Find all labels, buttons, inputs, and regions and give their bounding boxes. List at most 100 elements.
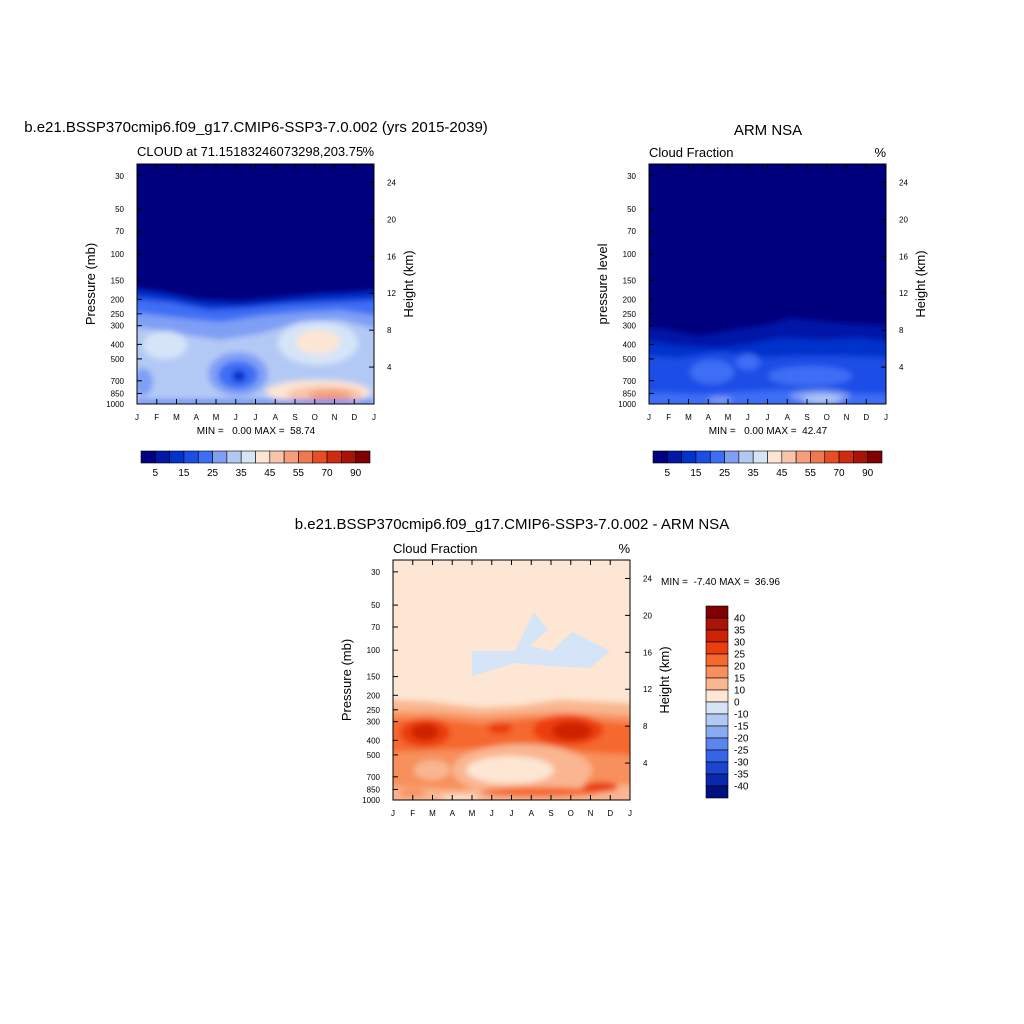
y-tick-label: 70 <box>115 227 124 236</box>
x-tick-label: S <box>292 413 297 422</box>
y-tick-label: 30 <box>115 172 124 181</box>
colorbar-swatch <box>183 450 199 464</box>
panel-diff-axes: J F M A M J J A S O N D J 30 50 70 100 150 200 250 300 400 500… <box>362 560 652 818</box>
colorbar-swatch <box>738 450 754 464</box>
y-tick-label: 150 <box>367 673 381 682</box>
panel-diff-stats: MIN = -7.40 MAX = 36.96 <box>661 577 780 588</box>
colorbar-label: 40 <box>734 614 746 625</box>
colorbar-swatch <box>705 653 729 667</box>
y-tick-label: 200 <box>623 295 637 304</box>
colorbar-swatch <box>853 450 868 464</box>
x-tick-label: J <box>766 413 770 422</box>
colorbar-swatch <box>298 450 314 464</box>
colorbar-label: 90 <box>862 468 874 479</box>
colorbar-label: 90 <box>350 468 362 479</box>
panel-model: b.e21.BSSP370cmip6.f09_g17.CMIP6-SSP3-7.… <box>24 119 488 479</box>
y-tick-label: 1000 <box>362 796 380 805</box>
y-right-tick-label: 12 <box>643 685 652 694</box>
y-right-tick-label: 12 <box>899 289 908 298</box>
colorbar-swatch <box>212 450 228 464</box>
panel-obs-stats: MIN = 0.00 MAX = 42.47 <box>709 426 828 437</box>
x-tick-label: J <box>746 413 750 422</box>
y-tick-label: 70 <box>627 227 636 236</box>
colorbar-swatch <box>705 725 729 739</box>
x-tick-label: O <box>824 413 830 422</box>
panel-diff-ylabel-right: Height (km) <box>657 646 672 713</box>
colorbar-swatch <box>705 665 729 679</box>
y-right-tick-label: 24 <box>899 178 908 187</box>
colorbar-swatch <box>705 689 729 703</box>
x-tick-label: S <box>804 413 809 422</box>
colorbar-label: 15 <box>734 674 746 685</box>
panel-diff-field <box>393 560 630 800</box>
x-tick-label: J <box>884 413 888 422</box>
panel-model-ylabel: Pressure (mb) <box>83 243 98 325</box>
panel-model-title: b.e21.BSSP370cmip6.f09_g17.CMIP6-SSP3-7.… <box>24 119 488 136</box>
colorbar-swatch <box>709 450 725 464</box>
colorbar-swatch <box>767 450 783 464</box>
colorbar-label: 15 <box>178 468 190 479</box>
y-tick-label: 400 <box>623 340 637 349</box>
y-tick-label: 100 <box>367 646 381 655</box>
x-tick-label: D <box>607 809 613 818</box>
colorbar-swatch <box>705 761 729 775</box>
y-tick-label: 700 <box>367 773 381 782</box>
y-tick-label: 1000 <box>106 400 124 409</box>
y-tick-label: 250 <box>367 706 381 715</box>
colorbar-label: 55 <box>805 468 817 479</box>
x-tick-label: F <box>410 809 415 818</box>
panel-model-units: % <box>362 144 374 159</box>
y-tick-label: 500 <box>623 355 637 364</box>
y-tick-label: 200 <box>367 691 381 700</box>
x-tick-label: N <box>844 413 850 422</box>
colorbar-swatch <box>705 617 729 631</box>
y-tick-label: 850 <box>111 389 125 398</box>
colorbar-swatch <box>705 629 729 643</box>
colorbar-label: 30 <box>734 638 746 649</box>
colorbar-label: -15 <box>734 722 749 733</box>
colorbar-swatch <box>269 450 285 464</box>
x-tick-label: J <box>510 809 514 818</box>
x-tick-label: M <box>469 809 476 818</box>
y-tick-label: 500 <box>111 355 125 364</box>
panel-obs-axes: J F M A M J J A S O N D J 30 50 70 100 150 200 250 300 400 500… <box>618 164 908 422</box>
x-tick-label: A <box>273 413 279 422</box>
colorbar-swatch <box>705 713 729 727</box>
colorbar-swatch <box>810 450 826 464</box>
x-tick-label: F <box>666 413 671 422</box>
y-tick-label: 150 <box>111 277 125 286</box>
colorbar-swatch <box>705 773 729 787</box>
colorbar-swatch <box>226 450 242 464</box>
colorbar-swatch <box>724 450 740 464</box>
x-tick-label: A <box>450 809 456 818</box>
y-tick-label: 850 <box>367 785 381 794</box>
y-tick-label: 700 <box>623 377 637 386</box>
colorbar-swatch <box>140 450 156 464</box>
y-right-tick-label: 4 <box>643 759 648 768</box>
colorbar-swatch <box>705 605 729 619</box>
panel-model-axes: J F M A M J J A S O N D J 30 50 70 100 150 200 250 300 400 500… <box>106 164 396 422</box>
colorbar-label: 5 <box>153 468 159 479</box>
colorbar-swatch <box>705 737 729 751</box>
y-tick-label: 50 <box>627 205 636 214</box>
y-tick-label: 300 <box>111 322 125 331</box>
colorbar-swatch <box>155 450 170 464</box>
y-right-tick-label: 8 <box>643 722 648 731</box>
y-right-tick-label: 16 <box>643 648 652 657</box>
x-tick-label: D <box>863 413 869 422</box>
panel-model-subtitle: CLOUD at 71.15183246073298,203.75 <box>137 144 363 159</box>
x-tick-label: M <box>685 413 692 422</box>
x-tick-label: J <box>391 809 395 818</box>
colorbar-label: -40 <box>734 782 749 793</box>
colorbar-swatch <box>695 450 711 464</box>
y-right-tick-label: 12 <box>387 289 396 298</box>
panel-obs: ARM NSA Cloud Fraction % J F M A M J J A S O N D J 30… <box>595 122 928 479</box>
y-right-tick-label: 24 <box>643 574 652 583</box>
x-tick-label: J <box>254 413 258 422</box>
panel-obs-colorbar: 5 15 25 35 45 55 70 90 <box>652 450 883 479</box>
y-tick-label: 150 <box>623 277 637 286</box>
y-right-tick-label: 8 <box>387 326 392 335</box>
colorbar-label: 5 <box>665 468 671 479</box>
colorbar-label: 35 <box>734 626 746 637</box>
